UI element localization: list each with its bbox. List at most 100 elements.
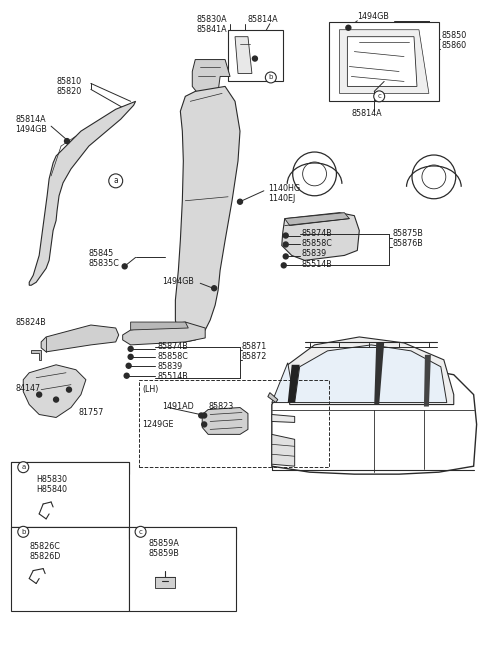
Polygon shape: [123, 322, 205, 345]
Polygon shape: [272, 359, 477, 474]
Text: 85820: 85820: [56, 87, 81, 96]
Circle shape: [36, 392, 42, 397]
Circle shape: [109, 174, 123, 188]
Bar: [129, 527, 236, 611]
Bar: [129, 527, 236, 539]
Circle shape: [126, 363, 131, 368]
Bar: [12, 527, 129, 611]
Circle shape: [135, 526, 146, 537]
Text: 1491AD: 1491AD: [162, 402, 194, 411]
Text: 85874B: 85874B: [301, 229, 332, 238]
Circle shape: [238, 199, 242, 204]
Circle shape: [202, 422, 207, 427]
Polygon shape: [295, 345, 447, 403]
Polygon shape: [41, 325, 119, 352]
Text: 85824B: 85824B: [15, 318, 46, 327]
Circle shape: [18, 526, 29, 537]
Text: 1494GB: 1494GB: [15, 125, 47, 134]
Text: a: a: [21, 464, 25, 470]
Polygon shape: [192, 60, 230, 96]
Text: 85845: 85845: [89, 249, 114, 258]
Text: 85835C: 85835C: [89, 259, 120, 268]
Text: 85872: 85872: [242, 352, 267, 361]
Text: b: b: [269, 75, 273, 81]
Polygon shape: [288, 337, 454, 405]
Polygon shape: [272, 434, 295, 466]
Text: 85876B: 85876B: [392, 239, 423, 248]
Text: 85823: 85823: [208, 402, 233, 411]
Polygon shape: [339, 30, 429, 93]
Text: 85814A: 85814A: [15, 115, 46, 124]
Circle shape: [265, 72, 276, 83]
Circle shape: [18, 462, 29, 473]
Text: 1140HG: 1140HG: [268, 184, 300, 194]
Polygon shape: [272, 363, 295, 403]
Bar: [139, 380, 329, 467]
Circle shape: [283, 233, 288, 238]
Text: 85814A: 85814A: [248, 15, 278, 24]
Polygon shape: [156, 577, 175, 588]
Circle shape: [124, 373, 129, 379]
Text: c: c: [139, 529, 143, 535]
Circle shape: [54, 397, 59, 402]
Circle shape: [64, 138, 70, 144]
Circle shape: [281, 263, 286, 268]
Circle shape: [374, 91, 384, 102]
Text: a: a: [113, 176, 118, 186]
Text: 1494GB: 1494GB: [162, 277, 194, 286]
Text: 85826D: 85826D: [29, 552, 60, 561]
Circle shape: [283, 254, 288, 259]
Circle shape: [199, 413, 204, 418]
Circle shape: [252, 56, 257, 61]
Text: 85859B: 85859B: [148, 549, 180, 558]
Text: 85871: 85871: [242, 342, 267, 352]
Text: 85839: 85839: [301, 249, 327, 258]
Text: 1494GB: 1494GB: [357, 12, 389, 21]
Polygon shape: [272, 415, 295, 422]
Polygon shape: [23, 365, 86, 417]
Text: 85850: 85850: [442, 31, 467, 40]
Polygon shape: [235, 37, 252, 73]
Text: 85858C: 85858C: [301, 239, 333, 248]
Text: 1140EJ: 1140EJ: [268, 194, 295, 203]
Text: 85839: 85839: [157, 362, 183, 371]
Text: 85858C: 85858C: [157, 352, 188, 361]
Bar: [329, 22, 439, 101]
Circle shape: [346, 26, 351, 30]
Polygon shape: [424, 355, 431, 407]
Text: 84147: 84147: [15, 384, 40, 393]
Bar: [12, 462, 129, 527]
Text: 85859A: 85859A: [148, 539, 180, 548]
Text: 85810: 85810: [56, 77, 81, 86]
Polygon shape: [31, 350, 41, 359]
Text: 85841A: 85841A: [196, 25, 227, 34]
Text: b: b: [21, 529, 25, 535]
Polygon shape: [29, 101, 136, 285]
Text: 81757: 81757: [79, 408, 104, 417]
Circle shape: [122, 264, 127, 269]
Polygon shape: [282, 213, 360, 260]
Text: c: c: [377, 93, 381, 99]
Polygon shape: [285, 213, 349, 226]
Circle shape: [128, 346, 133, 352]
Text: H85840: H85840: [36, 485, 67, 493]
Circle shape: [283, 242, 288, 247]
Polygon shape: [374, 343, 384, 405]
Polygon shape: [175, 87, 240, 342]
Circle shape: [128, 354, 133, 359]
Text: 85830A: 85830A: [196, 15, 227, 24]
Text: H85830: H85830: [36, 475, 67, 483]
Text: 1249GE: 1249GE: [143, 420, 174, 429]
Polygon shape: [131, 322, 188, 330]
Polygon shape: [288, 365, 300, 403]
Circle shape: [202, 413, 207, 418]
Circle shape: [212, 286, 216, 291]
Bar: [12, 527, 129, 539]
Text: 85814A: 85814A: [351, 109, 382, 117]
Circle shape: [67, 387, 72, 392]
Polygon shape: [268, 393, 278, 403]
Text: (LH): (LH): [143, 385, 159, 394]
Text: 85875B: 85875B: [392, 229, 423, 238]
Text: 85826C: 85826C: [29, 543, 60, 551]
Text: 85860: 85860: [442, 41, 467, 50]
